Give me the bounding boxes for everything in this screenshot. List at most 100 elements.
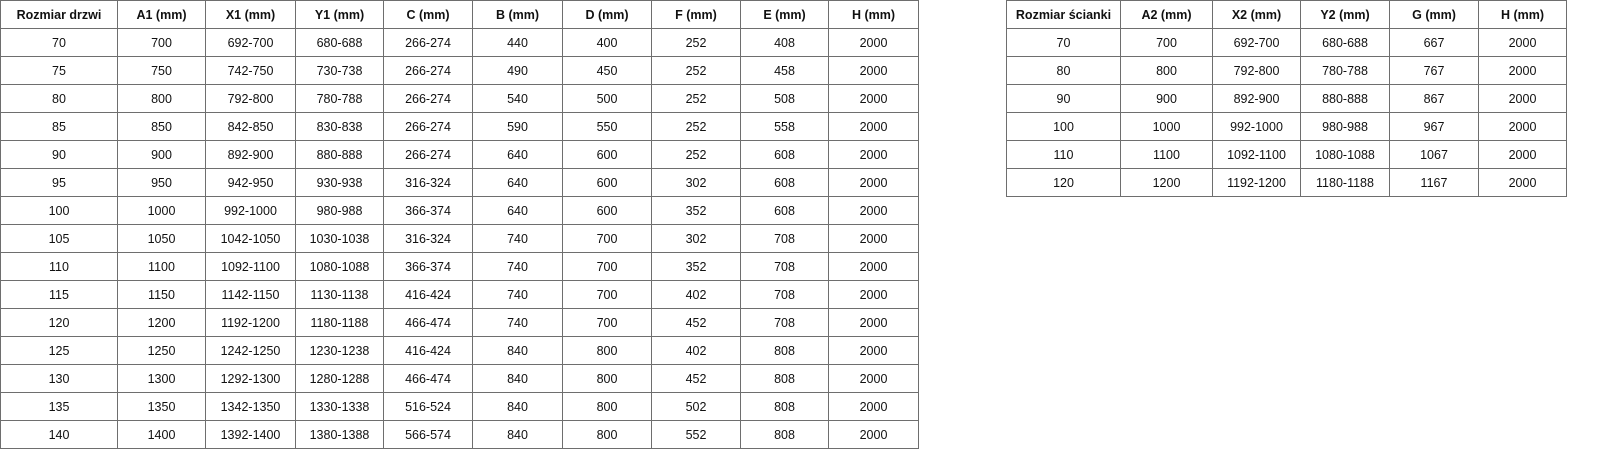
table-cell: 780-788 (295, 84, 384, 113)
table-cell: 1180-1188 (1300, 168, 1390, 197)
table-cell: 1080-1088 (1300, 140, 1390, 169)
table-cell: 100 (0, 196, 118, 225)
table-cell: 366-374 (383, 252, 473, 281)
table-cell: 2000 (828, 28, 919, 57)
table-cell: 1142-1150 (205, 280, 296, 309)
table-row: 95 950 942-950 930-938 316-324 640 600 302 608 20… (0, 168, 919, 197)
table-row: 90 900 892-900 880-888 867 2000 (1006, 84, 1567, 113)
table-cell: 792-800 (205, 84, 296, 113)
table-cell: 708 (740, 280, 829, 309)
table-row: 110 1100 1092-1100 1080-1088 366-374 740 700 35… (0, 252, 919, 281)
table-cell: 558 (740, 112, 829, 141)
table-cell: 130 (0, 364, 118, 393)
table-cell: 302 (651, 224, 741, 253)
table-row: 120 1200 1192-1200 1180-1188 466-474 740 700 45… (0, 308, 919, 337)
door-dimensions-table: Rozmiar drzwi A1 (mm) X1 (mm) Y1 (mm) C (mm)… (0, 0, 919, 449)
table-cell: 2000 (1478, 84, 1567, 113)
table-cell: 266-274 (383, 28, 473, 57)
table-cell: 452 (651, 308, 741, 337)
table-cell: 2000 (828, 364, 919, 393)
table-cell: 550 (562, 112, 652, 141)
table-cell: 1092-1100 (205, 252, 296, 281)
table-cell: 75 (0, 56, 118, 85)
table-cell: 440 (472, 28, 563, 57)
table-cell: 1392-1400 (205, 420, 296, 449)
table-cell: 90 (0, 140, 118, 169)
table-cell: 850 (117, 112, 206, 141)
table-cell: 1342-1350 (205, 392, 296, 421)
table-cell: 402 (651, 336, 741, 365)
table-cell: 95 (0, 168, 118, 197)
table-cell: 1000 (1120, 112, 1213, 141)
table-cell: 700 (562, 224, 652, 253)
table-cell: 2000 (828, 392, 919, 421)
table-cell: 566-574 (383, 420, 473, 449)
table-cell: 1300 (117, 364, 206, 393)
table-row: 125 1250 1242-1250 1230-1238 416-424 840 800 40… (0, 336, 919, 365)
table-cell: 842-850 (205, 112, 296, 141)
table-cell: 2000 (828, 84, 919, 113)
table-cell: 590 (472, 112, 563, 141)
table-cell: 1330-1338 (295, 392, 384, 421)
table-cell: 1400 (117, 420, 206, 449)
table-cell: 800 (562, 336, 652, 365)
table-cell: 840 (472, 392, 563, 421)
table-cell: 252 (651, 140, 741, 169)
table-cell: 808 (740, 392, 829, 421)
table-row: 100 1000 992-1000 980-988 967 2000 (1006, 112, 1567, 141)
table-cell: 70 (0, 28, 118, 57)
table-cell: 808 (740, 420, 829, 449)
table-cell: 800 (1120, 56, 1213, 85)
table-cell: 80 (0, 84, 118, 113)
column-header: E (mm) (740, 0, 829, 29)
table-cell: 466-474 (383, 364, 473, 393)
table-cell: 2000 (1478, 168, 1567, 197)
table-cell: 80 (1006, 56, 1121, 85)
table-cell: 2000 (828, 56, 919, 85)
table-cell: 1150 (117, 280, 206, 309)
table-cell: 840 (472, 420, 563, 449)
table-cell: 2000 (828, 140, 919, 169)
column-header: G (mm) (1389, 0, 1479, 29)
table-cell: 800 (562, 420, 652, 449)
table-cell: 1030-1038 (295, 224, 384, 253)
table-cell: 700 (562, 252, 652, 281)
table-cell: 502 (651, 392, 741, 421)
table-row: 115 1150 1142-1150 1130-1138 416-424 740 700 40… (0, 280, 919, 309)
table-cell: 266-274 (383, 112, 473, 141)
table-cell: 266-274 (383, 84, 473, 113)
table-cell: 730-738 (295, 56, 384, 85)
table-row: 80 800 792-800 780-788 767 2000 (1006, 56, 1567, 85)
table-cell: 400 (562, 28, 652, 57)
table-cell: 1192-1200 (1212, 168, 1301, 197)
table-cell: 2000 (828, 224, 919, 253)
table-cell: 608 (740, 196, 829, 225)
table-cell: 740 (472, 252, 563, 281)
table-cell: 266-274 (383, 56, 473, 85)
column-header: H (mm) (828, 0, 919, 29)
column-header: A1 (mm) (117, 0, 206, 29)
table-cell: 967 (1389, 112, 1479, 141)
table-cell: 120 (0, 308, 118, 337)
table-cell: 600 (562, 168, 652, 197)
table-cell: 490 (472, 56, 563, 85)
table-cell: 2000 (828, 308, 919, 337)
table-cell: 1292-1300 (205, 364, 296, 393)
table-cell: 900 (1120, 84, 1213, 113)
table-row: 135 1350 1342-1350 1330-1338 516-524 840 800 50… (0, 392, 919, 421)
table-cell: 680-688 (1300, 28, 1390, 57)
table-cell: 767 (1389, 56, 1479, 85)
table-cell: 800 (562, 392, 652, 421)
table-row: 70 700 692-700 680-688 667 2000 (1006, 28, 1567, 57)
table-cell: 867 (1389, 84, 1479, 113)
column-header: Rozmiar ścianki (1006, 0, 1121, 29)
column-header: H (mm) (1478, 0, 1567, 29)
table-cell: 708 (740, 252, 829, 281)
column-header: Y2 (mm) (1300, 0, 1390, 29)
column-header: A2 (mm) (1120, 0, 1213, 29)
table-cell: 125 (0, 336, 118, 365)
table-cell: 366-374 (383, 196, 473, 225)
table-cell: 105 (0, 224, 118, 253)
table-cell: 450 (562, 56, 652, 85)
table-row: 85 850 842-850 830-838 266-274 590 550 252 558 20… (0, 112, 919, 141)
